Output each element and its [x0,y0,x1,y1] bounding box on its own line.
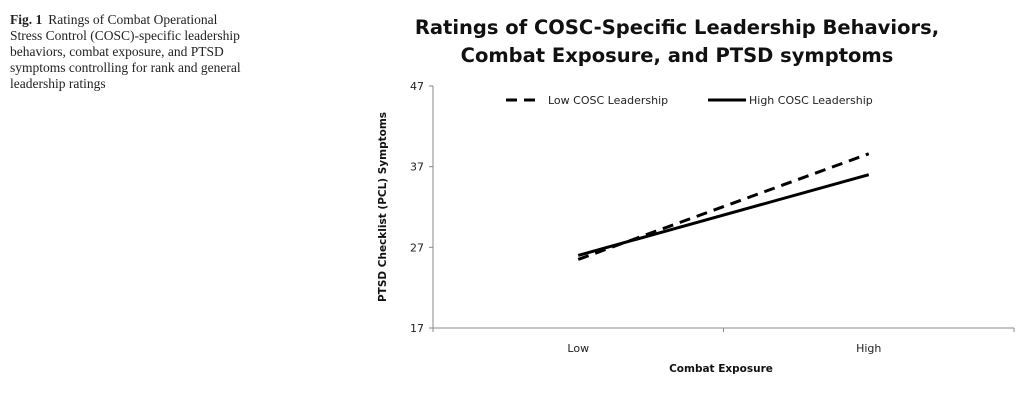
y-tick-label: 37 [410,161,424,174]
legend-label-low: Low COSC Leadership [548,94,668,107]
caption-text: Ratings of Combat Operational Stress Con… [10,12,241,91]
y-axis-label: PTSD Checklist (PCL) Symptoms [377,112,389,302]
figure-label: Fig. 1 [10,12,43,27]
y-tick-label: 27 [410,241,424,254]
y-tick-label: 47 [410,80,424,93]
x-tick-label: Low [567,342,589,355]
series-line-high-cosc-leadership [577,173,870,257]
chart-title-line-1: Ratings of COSC-Specific Leadership Beha… [415,16,939,39]
y-tick-label: 17 [410,322,424,335]
chart-title-line-2: Combat Exposure, and PTSD symptoms [461,44,894,67]
series-line-low-cosc-leadership [577,152,870,261]
x-axis-label: Combat Exposure [669,363,773,375]
legend-label-high: High COSC Leadership [749,94,873,107]
figure-caption: Fig. 1 Ratings of Combat Operational Stre… [10,12,245,92]
x-tick-label: High [856,342,881,355]
